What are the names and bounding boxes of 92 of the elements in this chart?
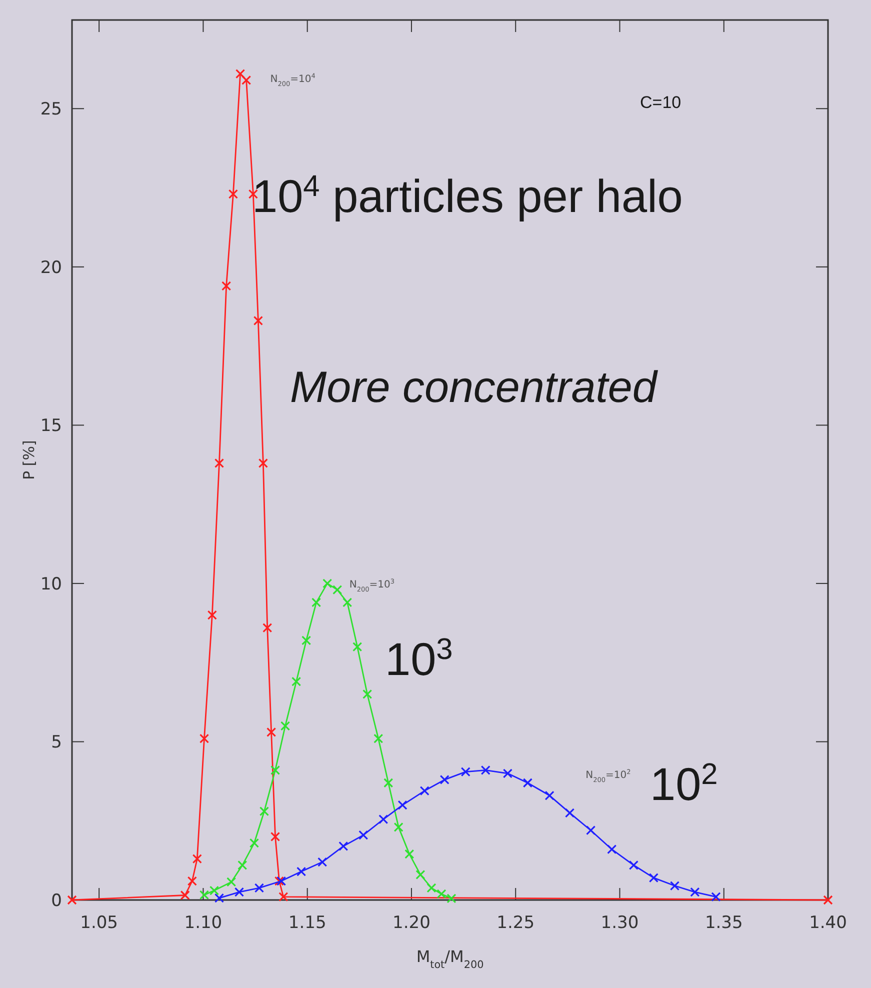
point	[192, 854, 202, 864]
point	[628, 860, 638, 870]
point	[266, 727, 276, 738]
point	[199, 734, 210, 744]
point	[544, 790, 554, 800]
point	[460, 767, 470, 777]
point	[420, 786, 430, 796]
point	[234, 887, 244, 897]
point	[522, 778, 532, 788]
point	[440, 774, 450, 785]
point	[342, 598, 352, 608]
point	[280, 721, 290, 731]
point	[378, 814, 388, 824]
y-tick-label: 0	[51, 891, 62, 911]
point	[187, 876, 197, 886]
point	[207, 610, 217, 620]
point	[274, 876, 284, 886]
point	[338, 841, 348, 851]
point	[258, 458, 268, 468]
point	[823, 895, 833, 905]
text: N$_{200}$=10$^{4}$	[270, 72, 316, 88]
y-axis-title: P [%]	[20, 440, 38, 480]
point	[332, 584, 342, 595]
point	[607, 844, 617, 854]
point	[302, 636, 312, 646]
annotation: 10$^{2}$	[650, 758, 718, 810]
point	[226, 877, 236, 887]
point	[270, 832, 280, 842]
point	[235, 69, 246, 79]
x-tick-label: 1.30	[600, 913, 639, 933]
point	[238, 860, 248, 870]
point	[416, 870, 426, 880]
point	[711, 892, 721, 902]
point	[259, 806, 270, 816]
point	[480, 765, 490, 776]
point	[292, 676, 302, 686]
point	[502, 768, 512, 778]
point	[398, 800, 408, 810]
point	[242, 75, 252, 85]
point	[199, 890, 210, 900]
x-tick-label: 1.15	[288, 913, 326, 933]
point	[358, 830, 368, 840]
point	[446, 894, 456, 904]
point	[180, 890, 190, 900]
point	[648, 873, 658, 883]
x-tick-label: 1.05	[80, 913, 118, 933]
x-axis-title: M$_{tot}$/M$_{200}$	[416, 947, 484, 971]
point	[374, 734, 384, 744]
point	[214, 458, 224, 468]
annotation: 10$^{3}$	[385, 632, 453, 685]
point	[67, 895, 77, 905]
point	[214, 893, 224, 903]
annotation: 10$^{4}$ particles per halo	[252, 170, 683, 222]
point	[311, 598, 322, 608]
point	[394, 822, 404, 832]
y-tick-label: 5	[51, 732, 62, 753]
point	[222, 281, 232, 291]
point	[404, 849, 414, 859]
x-tick-label: 1.25	[496, 913, 535, 933]
point	[209, 886, 220, 896]
x-tick-label: 1.40	[809, 913, 847, 933]
point	[586, 826, 596, 836]
text: N$_{200}$=10$^{2}$	[586, 768, 631, 784]
point	[249, 838, 260, 848]
point	[352, 642, 362, 652]
point	[436, 889, 446, 899]
annotation: More concentrated	[290, 363, 658, 412]
series-label: N$_{200}$=10$^{3}$	[349, 577, 394, 594]
point	[426, 883, 436, 893]
point	[690, 887, 700, 897]
point	[270, 765, 280, 776]
point	[276, 876, 286, 886]
y-tick-label: 25	[40, 100, 62, 120]
point	[278, 892, 288, 902]
x-tick-label: 1.10	[184, 913, 222, 933]
annotation: C=10	[640, 93, 682, 112]
point	[384, 778, 394, 788]
point	[262, 622, 272, 633]
point	[322, 578, 332, 588]
point	[564, 808, 575, 818]
point	[253, 316, 263, 326]
point	[254, 883, 264, 893]
x-tick-label: 1.35	[704, 913, 743, 933]
point	[362, 689, 372, 700]
point	[670, 880, 680, 891]
x-tick-label: 1.20	[392, 913, 430, 933]
y-tick-label: 15	[40, 416, 62, 436]
point	[228, 189, 238, 199]
y-tick-label: 20	[40, 258, 62, 278]
point	[318, 857, 328, 867]
point	[296, 866, 306, 876]
y-tick-label: 10	[40, 574, 62, 594]
